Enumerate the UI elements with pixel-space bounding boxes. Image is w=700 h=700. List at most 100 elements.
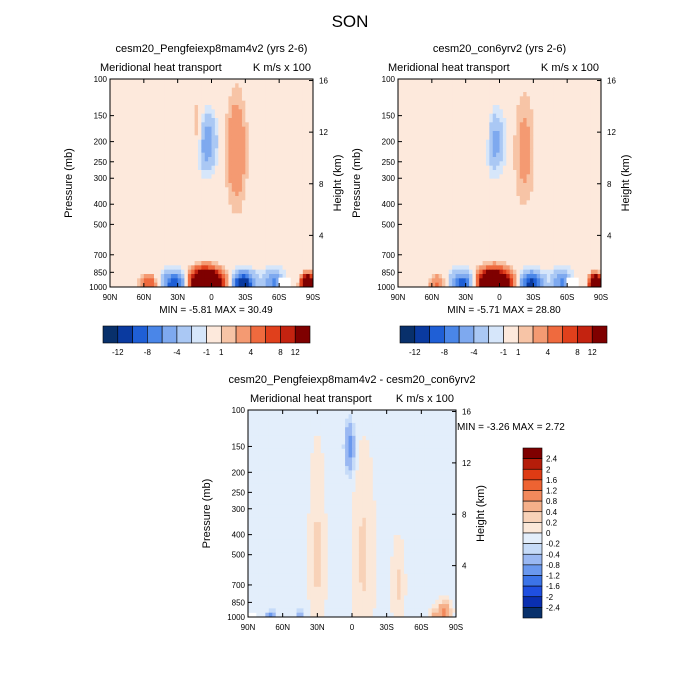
heatmap-cell	[309, 248, 314, 253]
heatmap-cell	[258, 235, 263, 240]
heatmap-cell	[204, 144, 209, 149]
heatmap-cell	[519, 165, 524, 171]
heatmap-cell	[445, 213, 450, 219]
heatmap-cell	[458, 87, 463, 93]
heatmap-cell	[167, 252, 172, 258]
heatmap-cell	[228, 96, 233, 102]
heatmap-cell	[231, 269, 236, 275]
heatmap-cell	[465, 200, 470, 206]
heatmap-cell	[160, 161, 165, 167]
heatmap-cell	[526, 122, 531, 128]
heatmap-cell	[150, 148, 155, 154]
heatmap-cell	[302, 226, 307, 232]
heatmap-cell	[506, 113, 511, 119]
heatmap-cell	[143, 248, 148, 253]
heatmap-cell	[448, 109, 453, 115]
heatmap-cell	[296, 274, 300, 279]
heatmap-cell	[177, 235, 182, 240]
heatmap-cell	[272, 105, 277, 110]
heatmap-cell	[140, 187, 145, 193]
heatmap-cell	[194, 209, 199, 214]
heatmap-cell	[208, 204, 212, 210]
heatmap-cell	[170, 217, 175, 223]
heatmap-cell	[401, 200, 406, 206]
heatmap-cell	[479, 109, 483, 115]
heatmap-cell	[140, 113, 145, 119]
heatmap-cell	[228, 126, 233, 132]
heatmap-cell	[214, 109, 219, 115]
heatmap-cell	[137, 248, 141, 253]
heatmap-cell	[428, 222, 433, 227]
heatmap-cell	[499, 126, 504, 132]
heatmap-cell	[462, 131, 467, 136]
heatmap-cell	[123, 122, 128, 128]
heatmap-cell	[570, 196, 575, 201]
heatmap-cell	[306, 131, 311, 136]
heatmap-cell	[275, 235, 280, 240]
heatmap-cell	[221, 131, 226, 136]
heatmap-cell	[462, 165, 467, 171]
heatmap-cell	[485, 113, 490, 119]
heatmap-cell	[299, 161, 304, 167]
heatmap-cell	[282, 122, 287, 128]
heatmap-cell	[421, 183, 426, 188]
heatmap-cell	[279, 269, 283, 275]
heatmap-cell	[299, 170, 304, 175]
heatmap-cell	[160, 196, 165, 201]
heatmap-cell	[299, 139, 304, 145]
heatmap-cell	[550, 148, 555, 154]
heatmap-cell	[411, 96, 416, 102]
heatmap-cell	[279, 239, 283, 245]
heatmap-cell	[133, 230, 138, 236]
heatmap-cell	[113, 113, 118, 119]
heatmap-cell	[590, 126, 595, 132]
heatmap-cell	[170, 243, 175, 249]
heatmap-cell	[414, 126, 419, 132]
heatmap-cell	[570, 109, 575, 115]
heatmap-cell	[584, 139, 588, 145]
heatmap-cell	[506, 174, 511, 180]
heatmap-cell	[231, 148, 236, 154]
heatmap-cell	[573, 178, 578, 184]
heatmap-cell	[289, 269, 294, 275]
heatmap-cell	[546, 113, 551, 119]
heatmap-cell	[452, 126, 456, 132]
heatmap-cell	[248, 265, 253, 271]
heatmap-cell	[398, 79, 402, 84]
heatmap-cell	[475, 109, 480, 115]
heatmap-cell	[160, 226, 165, 232]
heatmap-cell	[431, 126, 436, 132]
heatmap-cell	[421, 204, 426, 210]
heatmap-cell	[137, 235, 141, 240]
heatmap-cell	[557, 122, 561, 128]
heatmap-cell	[279, 187, 283, 193]
heatmap-cell	[137, 100, 141, 106]
heatmap-cell	[560, 87, 565, 93]
heatmap-cell	[218, 209, 223, 214]
heatmap-cell	[137, 148, 141, 154]
heatmap-cell	[177, 126, 182, 132]
heatmap-cell	[116, 200, 121, 206]
heatmap-cell	[285, 187, 290, 193]
panel-field-label: Meridional heat transport	[100, 62, 222, 74]
heatmap-cell	[269, 152, 273, 158]
heatmap-cell	[513, 87, 517, 93]
heatmap-cell	[414, 100, 419, 106]
heatmap-cell	[113, 235, 118, 240]
heatmap-cell	[594, 204, 599, 210]
heatmap-cell	[577, 126, 582, 132]
heatmap-cell	[452, 92, 456, 97]
heatmap-cell	[140, 278, 145, 284]
heatmap-cell	[584, 178, 588, 184]
heatmap-cell	[580, 92, 585, 97]
heatmap-cell	[587, 118, 592, 123]
heatmap-cell	[455, 100, 460, 106]
heatmap-cell	[201, 144, 206, 149]
heatmap-cell	[452, 174, 456, 180]
heatmap-cell	[201, 265, 206, 271]
heatmap-cell	[550, 187, 555, 193]
heatmap-cell	[289, 235, 294, 240]
heatmap-cell	[272, 152, 277, 158]
heatmap-cell	[130, 204, 135, 210]
heatmap-cell	[252, 100, 256, 106]
